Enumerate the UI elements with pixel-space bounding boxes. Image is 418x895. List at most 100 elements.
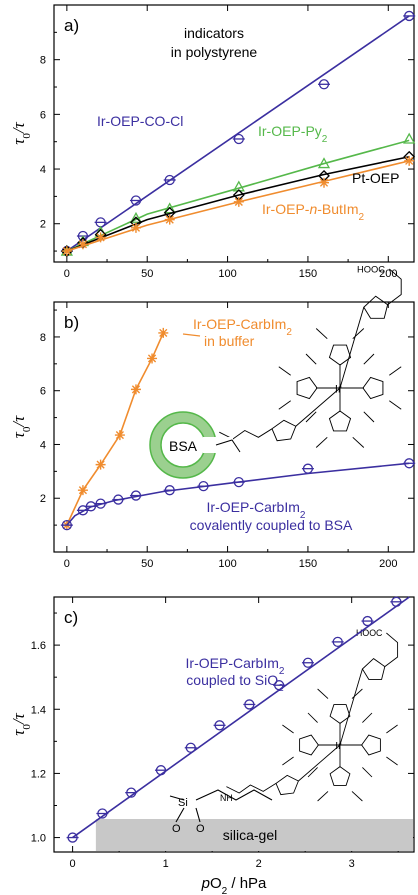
x-axis-label: pO2 / hPa — [201, 875, 267, 895]
ethyl-group — [316, 437, 327, 447]
series-label-ir-oep-co-cl: Ir-OEP-CO-Cl — [97, 113, 183, 129]
series-label-bsa-line2: covalently coupled to BSA — [190, 517, 353, 533]
data-point — [78, 485, 88, 495]
label-leader-line — [183, 334, 200, 336]
data-point — [234, 197, 244, 207]
series-label-ir-oep-py2: Ir-OEP-Py2 — [258, 123, 328, 145]
y-tick-label: 6 — [40, 109, 46, 121]
series-line — [67, 463, 409, 525]
panel-a-chart: 0 50 100 150 200 2 4 6 8 a) τ0/τ indicators in polys… — [9, 5, 415, 280]
ethyl-group — [279, 401, 291, 410]
data-point — [131, 384, 141, 394]
y-tick-label: 8 — [40, 332, 46, 344]
y-tick-label: 4 — [40, 439, 46, 451]
y-tick-label: 1.4 — [31, 704, 46, 716]
y-tick-label: 1.0 — [31, 833, 46, 845]
silica-gel-label: silica-gel — [223, 827, 277, 843]
pyrrole-ring — [362, 735, 381, 755]
imidazole-ring — [272, 420, 296, 440]
x-tick-label: 50 — [141, 268, 153, 280]
imidazole-ring — [364, 296, 388, 318]
data-point — [62, 246, 72, 256]
ethyl-group — [386, 725, 397, 733]
y-tick-label: 2 — [40, 493, 46, 505]
propyl-chain — [196, 790, 272, 800]
imidazole-ring — [362, 659, 384, 680]
y-tick-label: 1.2 — [31, 768, 46, 780]
y-tick-label: 8 — [40, 55, 46, 67]
ethyl-group — [282, 757, 293, 765]
panel-b-chart: 0501001502002468b)τ0/τIrHOOCNHBSAIr-OEP-… — [9, 264, 415, 570]
ir-atom-label: Ir — [335, 383, 342, 395]
panel-label: c) — [64, 608, 78, 627]
data-point — [115, 430, 125, 440]
data-point — [158, 328, 168, 338]
data-point — [78, 239, 88, 249]
annotation: indicators in polystyrene — [171, 25, 258, 60]
data-point — [131, 223, 141, 233]
si-atom-label: Si — [178, 797, 188, 809]
hooc-label: HOOC — [356, 628, 383, 638]
panel-label: b) — [64, 313, 79, 332]
series-label-sio2-line2: coupled to SiO2 — [186, 672, 284, 694]
series — [67, 597, 410, 842]
y-tick-label: 2 — [40, 219, 46, 231]
ir-atom-label: Ir — [335, 741, 342, 752]
pyrrole-ring — [363, 377, 383, 398]
ethyl-group — [318, 791, 328, 801]
ethyl-group — [386, 757, 397, 765]
y-axis-label: τ0/τ — [9, 415, 33, 438]
series-label-ir-oep-n-butim2: Ir-OEP-n-ButIm2 — [262, 201, 364, 223]
carboxy-chain — [385, 633, 398, 667]
bsa-gap — [203, 437, 233, 453]
axial-ligand-bond-down — [296, 388, 340, 426]
x-tick-label: 200 — [379, 558, 397, 570]
x-tick-label: 150 — [299, 268, 317, 280]
data-point — [96, 460, 106, 470]
data-point — [147, 353, 157, 363]
x-tick-label: 0 — [70, 858, 76, 870]
ethyl-group — [352, 791, 362, 801]
o-atom-label: O — [196, 823, 205, 835]
x-tick-label: 3 — [349, 858, 355, 870]
pyrrole-ring — [297, 377, 317, 398]
data-point — [404, 156, 414, 166]
pyrrole-ring — [300, 735, 319, 755]
ethyl-group — [352, 689, 362, 699]
x-tick-label: 0 — [64, 558, 70, 570]
x-tick-label: 100 — [218, 268, 236, 280]
ethyl-group — [353, 329, 364, 339]
hooc-label: HOOC — [357, 264, 385, 274]
x-tick-label: 1 — [163, 858, 169, 870]
x-tick-label: 150 — [299, 558, 317, 570]
pyrrole-ring — [330, 767, 350, 786]
ethyl-group — [282, 725, 293, 733]
y-axis-label: τ0/τ — [9, 712, 33, 735]
panel-label: a) — [64, 16, 79, 35]
y-tick-label: 6 — [40, 386, 46, 398]
series-label-in-buffer-line2: in buffer — [204, 333, 255, 349]
o-atom-label: O — [172, 823, 181, 835]
x-tick-label: 0 — [64, 268, 70, 280]
axial-ligand-bond-down — [298, 745, 340, 781]
imidazole-ring — [276, 775, 298, 794]
ethyl-group — [316, 329, 327, 339]
x-tick-label: 100 — [218, 558, 236, 570]
y-axis-label: τ0/τ — [9, 121, 33, 144]
data-point — [96, 232, 106, 242]
pyrrole-ring — [329, 411, 350, 431]
axial-ligand-bond-up — [340, 307, 364, 388]
x-tick-label: 50 — [141, 558, 153, 570]
ethyl-group — [389, 401, 401, 410]
data-point — [165, 215, 175, 225]
series-label-pt-oep: Pt-OEP — [352, 170, 399, 186]
bsa-protein-icon: BSA — [150, 412, 240, 478]
data-point — [319, 178, 329, 188]
series-line — [73, 597, 410, 838]
ethyl-group — [318, 689, 328, 699]
ethyl-group — [353, 437, 364, 447]
ethyl-group — [279, 367, 291, 376]
panel-c-chart: 0 1 2 31.01.21.41.6c)τ0/τsilica-gelIrHOOCNH… — [9, 597, 414, 895]
